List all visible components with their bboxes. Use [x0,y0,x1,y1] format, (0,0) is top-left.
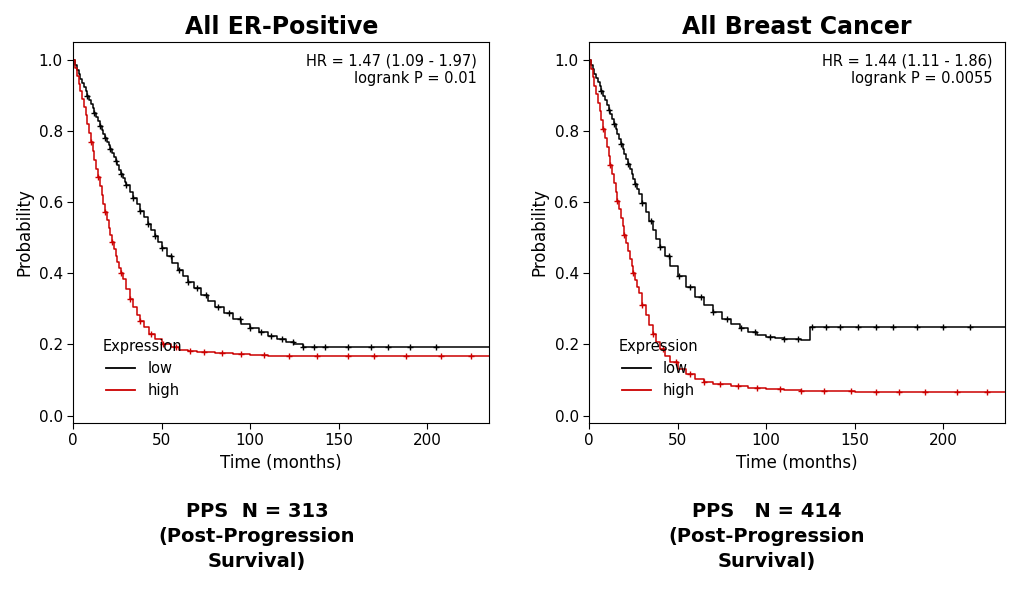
Title: All Breast Cancer: All Breast Cancer [682,15,911,39]
Legend: low, high: low, high [612,333,703,404]
Legend: low, high: low, high [97,333,189,404]
Text: PPS   N = 414
(Post-Progression
Survival): PPS N = 414 (Post-Progression Survival) [668,502,864,571]
Text: PPS  N = 313
(Post-Progression
Survival): PPS N = 313 (Post-Progression Survival) [159,502,355,571]
X-axis label: Time (months): Time (months) [220,453,341,472]
Y-axis label: Probability: Probability [15,188,33,277]
Title: All ER-Positive: All ER-Positive [184,15,377,39]
X-axis label: Time (months): Time (months) [736,453,857,472]
Text: HR = 1.44 (1.11 - 1.86)
logrank P = 0.0055: HR = 1.44 (1.11 - 1.86) logrank P = 0.00… [821,54,991,86]
Y-axis label: Probability: Probability [530,188,548,277]
Text: HR = 1.47 (1.09 - 1.97)
logrank P = 0.01: HR = 1.47 (1.09 - 1.97) logrank P = 0.01 [306,54,476,86]
